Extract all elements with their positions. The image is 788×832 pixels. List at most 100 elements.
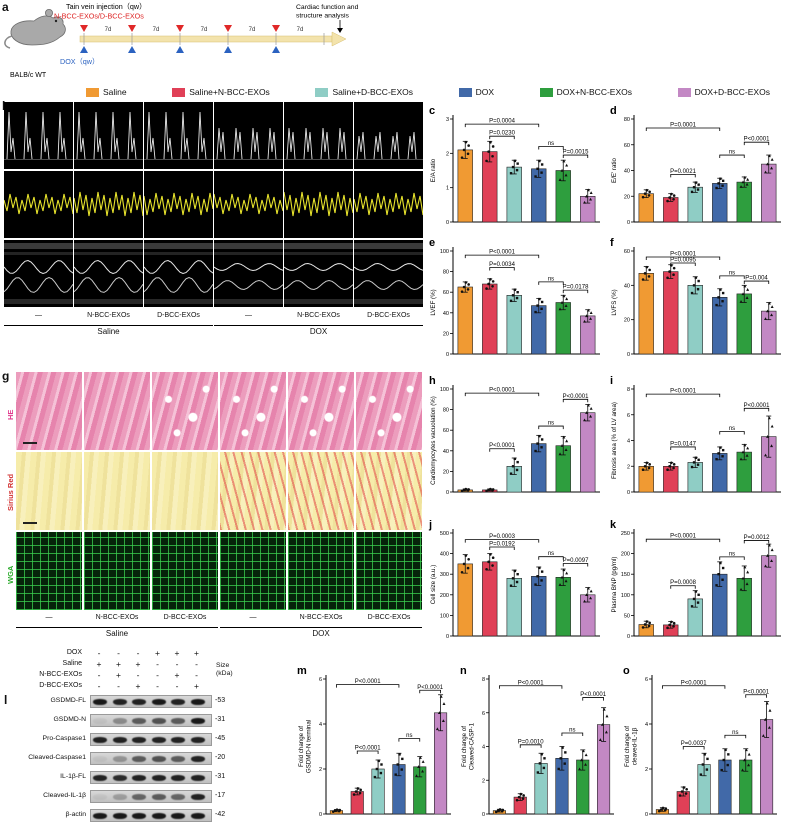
significance-label: P=0.0004	[489, 119, 516, 125]
condition-cell: -	[97, 670, 101, 680]
blot-band	[132, 737, 146, 743]
legend-label: DOX	[475, 87, 495, 97]
svg-text:400: 400	[440, 552, 449, 558]
svg-text:1: 1	[446, 186, 449, 192]
echo-column-label: D-BCC-EXOs	[367, 312, 410, 319]
echo-column-label: D-BCC-EXOs	[157, 312, 200, 319]
blot-band	[132, 756, 146, 762]
sirius-red-image	[356, 452, 422, 530]
legend-label: DOX+N-BCC-EXOs	[556, 87, 632, 97]
condition-label: D-BCC-EXOs	[39, 682, 82, 689]
svg-text:150: 150	[621, 572, 630, 578]
svg-text:4: 4	[627, 439, 630, 445]
blot-band	[190, 756, 205, 762]
legend-item: DOX+D-BCC-EXOs	[677, 87, 770, 97]
condition-cell: -	[175, 681, 179, 691]
svg-text:80: 80	[624, 117, 630, 123]
svg-text:60: 60	[624, 143, 630, 149]
sirius-red-image	[288, 452, 354, 530]
legend-item: Saline+N-BCC-EXOs	[172, 87, 270, 97]
m-mode-image	[354, 240, 423, 307]
significance-label: P=0.0021	[670, 169, 697, 175]
significance-label: ns	[548, 551, 554, 557]
condition-cell: +	[174, 648, 180, 658]
svg-text:100: 100	[440, 387, 449, 393]
svg-text:8: 8	[627, 387, 630, 393]
blot-strip--actin	[90, 809, 212, 822]
legend-swatch	[86, 87, 99, 97]
svg-text:40: 40	[443, 449, 449, 455]
blot-band	[171, 756, 185, 762]
svg-text:500: 500	[440, 531, 449, 537]
blot-band	[190, 737, 205, 743]
significance-label: P<0.0001	[670, 534, 697, 540]
m-mode-image	[144, 240, 213, 307]
condition-cell: -	[175, 659, 179, 669]
blot-band	[171, 794, 185, 800]
svg-text:0: 0	[446, 634, 449, 640]
svg-text:2: 2	[319, 767, 322, 773]
blot-size-label: -42	[215, 811, 226, 818]
significance-label: P<0.0001	[489, 250, 516, 256]
svg-text:250: 250	[621, 531, 630, 537]
significance-label: ns	[729, 150, 735, 156]
panel-letter-k: k	[610, 519, 617, 531]
pw-doppler-image	[214, 102, 283, 169]
blot-band	[112, 794, 127, 800]
blot-band	[190, 699, 205, 705]
blot-band	[171, 813, 185, 819]
blot-band	[190, 718, 205, 724]
panel-letter-h: h	[429, 375, 436, 387]
experiment-timeline-schematic: BALB/c WT 7d 7d 7d 7d 7d Tain vein injection…	[4, 0, 434, 82]
histology-column-label: N-BCC-EXOs	[95, 614, 139, 621]
significance-label: P=0.0012	[744, 535, 771, 541]
significance-label: P<0.0001	[681, 680, 708, 686]
blot-strip-pro-caspase1	[90, 733, 212, 746]
condition-cell: -	[117, 648, 120, 658]
bar-chart-svg-o: o 0 2 4 6 Fold change of cleaved-IL-1β P<0.0001…	[623, 665, 777, 818]
histology-column-label: N-BCC-EXOs	[299, 614, 343, 621]
condition-cell: -	[97, 648, 101, 658]
significance-label: P<0.0001	[563, 394, 590, 400]
svg-text:Fold change of: Fold change of	[624, 726, 631, 767]
echo-group-label: Saline	[4, 325, 213, 336]
panel-letter-f: f	[610, 237, 614, 249]
svg-text:0: 0	[645, 812, 648, 818]
dox-label: DOX（qw）	[60, 57, 99, 66]
panel-letter-l: l	[4, 693, 8, 707]
blot-band	[171, 699, 185, 705]
svg-text:60: 60	[443, 290, 449, 296]
condition-cell: +	[116, 670, 121, 680]
condition-row: DOX - - - + + +	[2, 648, 294, 659]
blot-strip-gsdmd-n	[90, 714, 212, 727]
condition-label: N-BCC-EXOs	[39, 671, 82, 678]
blot-strip-cleaved-caspase1	[90, 752, 212, 765]
significance-label: P=0.0230	[489, 131, 516, 137]
legend-label: DOX+D-BCC-EXOs	[694, 87, 770, 97]
condition-label: DOX	[66, 649, 82, 656]
significance-label: P<0.0001	[670, 252, 697, 258]
svg-text:3: 3	[446, 117, 449, 123]
tissue-doppler-image	[214, 171, 283, 238]
panel-letter-j: j	[428, 519, 432, 531]
blot-band	[93, 699, 107, 705]
significance-label: P<0.0001	[489, 388, 516, 394]
legend-item: DOX+N-BCC-EXOs	[539, 87, 632, 97]
blot-size-label: -31	[215, 773, 226, 780]
timeline-bar	[79, 35, 333, 43]
significance-label: P=0.0097	[563, 558, 590, 564]
condition-row: Saline + + + - - -	[2, 659, 294, 670]
condition-cell: +	[155, 648, 160, 658]
legend-swatch	[677, 87, 691, 97]
blot-band	[93, 718, 107, 724]
blot-strip-cleaved-il-1-	[90, 790, 212, 803]
histology-column-label: —	[249, 614, 257, 621]
tissue-doppler-image	[354, 171, 423, 238]
blot-band	[190, 794, 205, 800]
sirius-red-image	[84, 452, 150, 530]
sirius-red-image	[152, 452, 218, 530]
chart-ee-ratio: d 0 20 40 60 80 E/E' ratio P=0.0001 P=0.0021 ns P<…	[609, 104, 784, 237]
blot-band	[190, 775, 205, 781]
blot-label: Pro-Caspase1	[42, 735, 86, 742]
wga-image	[288, 532, 354, 610]
